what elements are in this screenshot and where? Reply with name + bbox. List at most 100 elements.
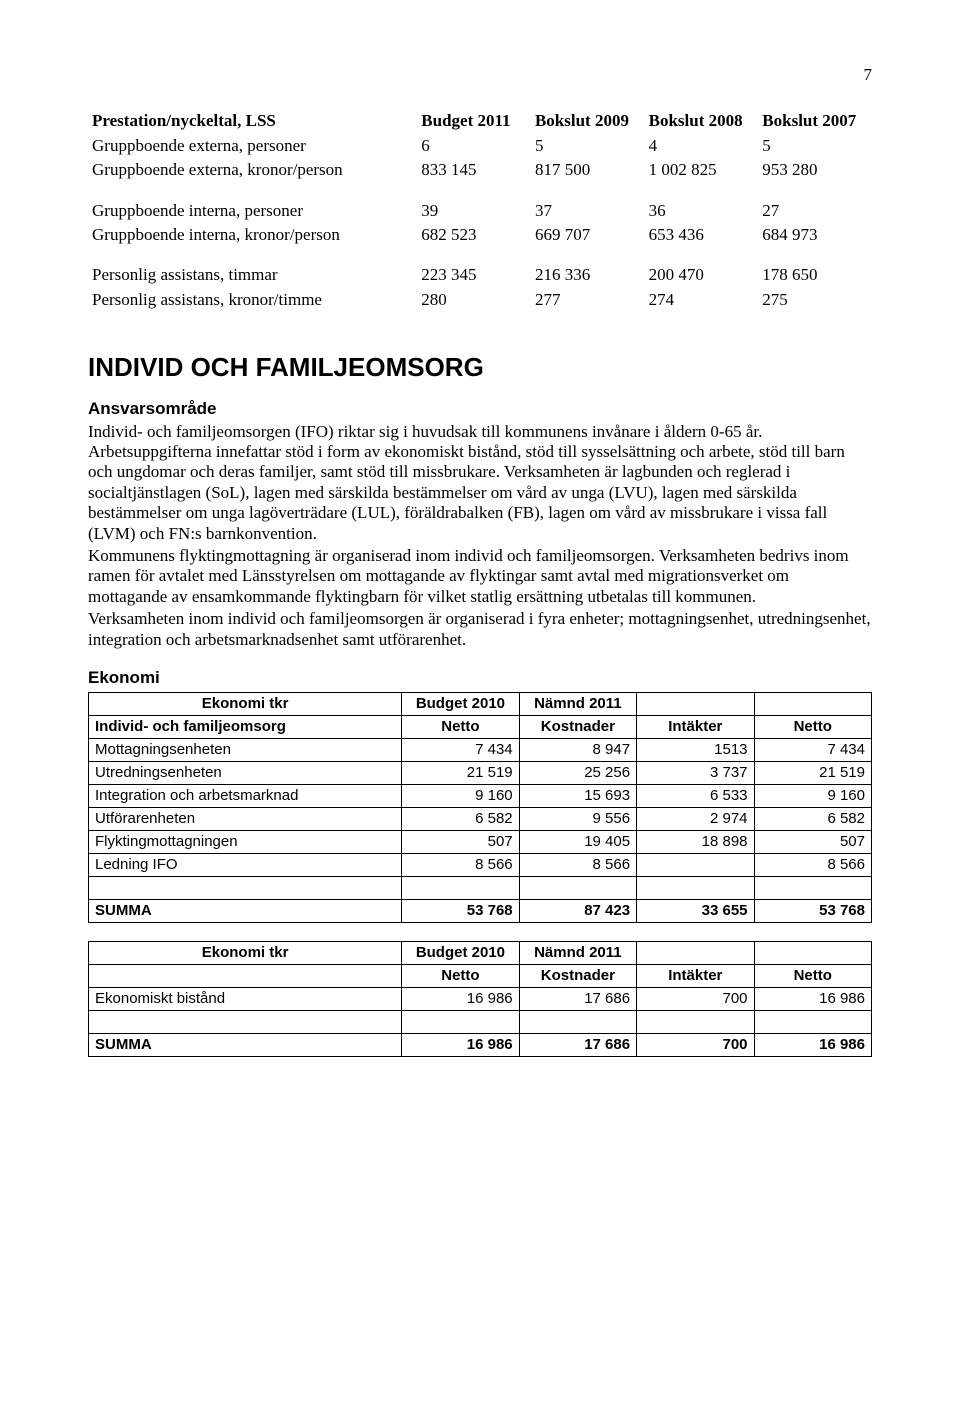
- e1-cell: 19 405: [519, 831, 636, 854]
- e1-sum: 53 768: [402, 900, 519, 923]
- e1-h: Nämnd 2011: [519, 693, 636, 716]
- e1-h: [637, 693, 754, 716]
- e1-cell: Integration och arbetsmarknad: [89, 785, 402, 808]
- e1-cell: 3 737: [637, 762, 754, 785]
- t1-cell: Personlig assistans, kronor/timme: [88, 288, 417, 312]
- t1-cell: Personlig assistans, timmar: [88, 263, 417, 287]
- ansvar-p3: Verksamheten inom individ och familjeoms…: [88, 609, 872, 650]
- e1-cell: Utredningsenheten: [89, 762, 402, 785]
- e2-cell: 16 986: [754, 988, 871, 1011]
- ansvar-p1: Individ- och familjeomsorgen (IFO) rikta…: [88, 422, 872, 544]
- t1-cell: 216 336: [531, 263, 645, 287]
- t1-cell: 5: [531, 134, 645, 158]
- t1-cell: 817 500: [531, 158, 645, 182]
- e1-cell: 2 974: [637, 808, 754, 831]
- e1-cell: 6 582: [402, 808, 519, 831]
- e2-cell: Ekonomiskt bistånd: [89, 988, 402, 1011]
- e1-h: Netto: [402, 716, 519, 739]
- t1-cell: 200 470: [645, 263, 759, 287]
- e2-h: [754, 942, 871, 965]
- page-number: 7: [88, 65, 872, 85]
- t1-cell: 669 707: [531, 223, 645, 247]
- section-heading: INDIVID OCH FAMILJEOMSORG: [88, 352, 872, 383]
- t1-cell: 37: [531, 199, 645, 223]
- t1-cell: 682 523: [417, 223, 531, 247]
- e1-cell: 507: [754, 831, 871, 854]
- e2-h: [637, 942, 754, 965]
- e1-h: Budget 2010: [402, 693, 519, 716]
- t1-cell: 1 002 825: [645, 158, 759, 182]
- e1-sum: SUMMA: [89, 900, 402, 923]
- e2-h: Ekonomi tkr: [89, 942, 402, 965]
- t1-h2: Bokslut 2009: [531, 109, 645, 133]
- e1-h: Kostnader: [519, 716, 636, 739]
- e1-cell: [637, 854, 754, 877]
- ekonomi-table-2: Ekonomi tkr Budget 2010 Nämnd 2011 Netto…: [88, 941, 872, 1057]
- e1-cell: 6 582: [754, 808, 871, 831]
- t1-h1: Budget 2011: [417, 109, 531, 133]
- e2-h: Netto: [402, 965, 519, 988]
- e1-cell: 8 566: [519, 854, 636, 877]
- e1-cell: 6 533: [637, 785, 754, 808]
- e1-cell: 8 566: [402, 854, 519, 877]
- e2-sum: 17 686: [519, 1034, 636, 1057]
- t1-cell: Gruppboende externa, personer: [88, 134, 417, 158]
- e2-sum: 16 986: [402, 1034, 519, 1057]
- e1-sum: 87 423: [519, 900, 636, 923]
- e1-cell: 8 566: [754, 854, 871, 877]
- t1-cell: 833 145: [417, 158, 531, 182]
- ansvar-heading: Ansvarsområde: [88, 399, 872, 419]
- e1-cell: 18 898: [637, 831, 754, 854]
- e2-h: Budget 2010: [402, 942, 519, 965]
- e1-cell: Ledning IFO: [89, 854, 402, 877]
- e1-h: [754, 693, 871, 716]
- t1-cell: 275: [758, 288, 872, 312]
- t1-h4: Bokslut 2007: [758, 109, 872, 133]
- t1-cell: 27: [758, 199, 872, 223]
- ansvar-p2: Kommunens flyktingmottagning är organise…: [88, 546, 872, 607]
- t1-cell: 39: [417, 199, 531, 223]
- t1-h3: Bokslut 2008: [645, 109, 759, 133]
- e1-cell: 1513: [637, 739, 754, 762]
- prestation-table: Prestation/nyckeltal, LSS Budget 2011 Bo…: [88, 109, 872, 312]
- t1-cell: 36: [645, 199, 759, 223]
- e1-cell: 7 434: [754, 739, 871, 762]
- t1-cell: 6: [417, 134, 531, 158]
- e2-h: [89, 965, 402, 988]
- t1-cell: 274: [645, 288, 759, 312]
- ekonomi-heading: Ekonomi: [88, 668, 872, 688]
- e2-h: Intäkter: [637, 965, 754, 988]
- t1-cell: Gruppboende interna, kronor/person: [88, 223, 417, 247]
- t1-cell: 280: [417, 288, 531, 312]
- e1-cell: 7 434: [402, 739, 519, 762]
- ekonomi-table-1: Ekonomi tkr Budget 2010 Nämnd 2011 Indiv…: [88, 692, 872, 923]
- e1-cell: 507: [402, 831, 519, 854]
- e1-cell: 9 556: [519, 808, 636, 831]
- t1-cell: 953 280: [758, 158, 872, 182]
- e2-cell: 16 986: [402, 988, 519, 1011]
- e2-h: Kostnader: [519, 965, 636, 988]
- t1-cell: Gruppboende externa, kronor/person: [88, 158, 417, 182]
- t1-cell: 684 973: [758, 223, 872, 247]
- t1-cell: 653 436: [645, 223, 759, 247]
- e1-cell: 15 693: [519, 785, 636, 808]
- e1-h: Ekonomi tkr: [89, 693, 402, 716]
- e1-h: Intäkter: [637, 716, 754, 739]
- e2-h: Netto: [754, 965, 871, 988]
- e2-sum: 16 986: [754, 1034, 871, 1057]
- e2-sum: 700: [637, 1034, 754, 1057]
- e2-cell: 17 686: [519, 988, 636, 1011]
- e1-cell: 9 160: [402, 785, 519, 808]
- e2-h: Nämnd 2011: [519, 942, 636, 965]
- t1-cell: 4: [645, 134, 759, 158]
- t1-cell: 5: [758, 134, 872, 158]
- t1-cell: 277: [531, 288, 645, 312]
- e1-h: Netto: [754, 716, 871, 739]
- e1-sum: 33 655: [637, 900, 754, 923]
- e1-cell: Mottagningsenheten: [89, 739, 402, 762]
- e1-h: Individ- och familjeomsorg: [89, 716, 402, 739]
- e1-cell: Flyktingmottagningen: [89, 831, 402, 854]
- e1-cell: 21 519: [402, 762, 519, 785]
- t1-cell: Gruppboende interna, personer: [88, 199, 417, 223]
- e1-sum: 53 768: [754, 900, 871, 923]
